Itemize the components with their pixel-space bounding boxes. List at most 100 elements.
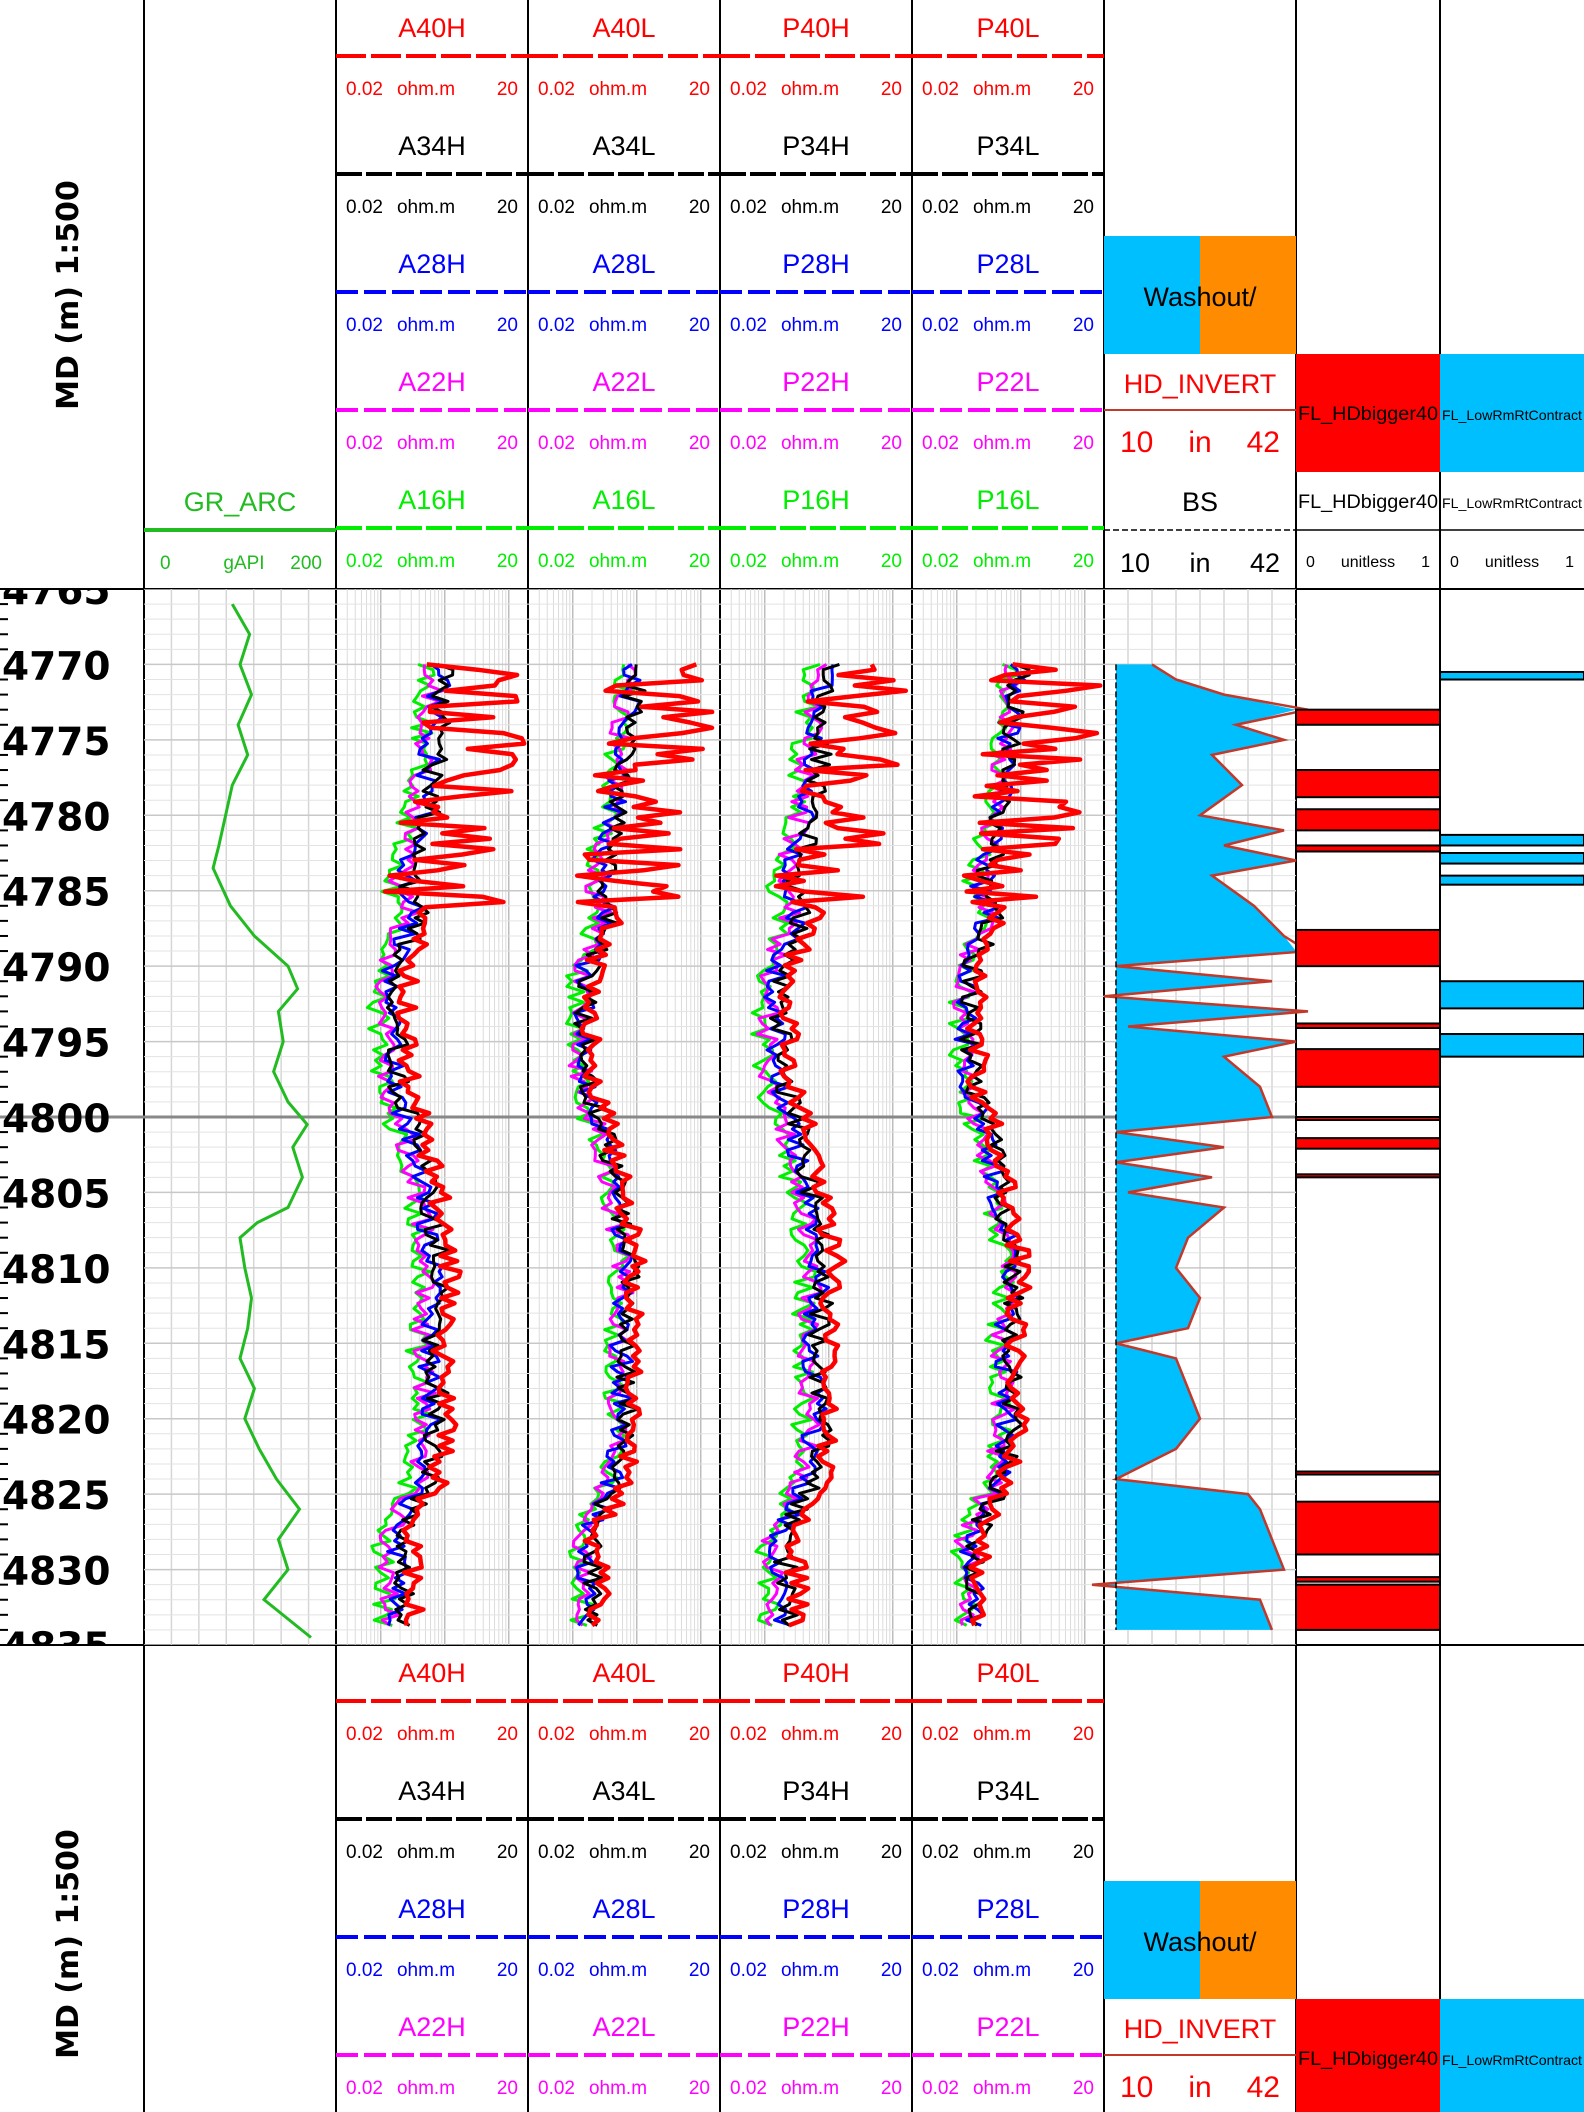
scale-unit: ohm.m (973, 433, 1031, 454)
curve-name-p22h: P22H (782, 367, 850, 397)
curve-a34l (573, 664, 647, 1627)
scale-max: 20 (689, 1960, 710, 1981)
washout-legend-blue (1104, 1881, 1200, 1999)
scale-max: 20 (497, 433, 518, 454)
scale-max: 20 (1073, 1724, 1094, 1745)
washout-legend-blue (1104, 236, 1200, 354)
scale-min: 0.02 (730, 315, 767, 336)
flag-name: FL_LowRmRtContract (1442, 495, 1582, 511)
scale-unit: ohm.m (589, 433, 647, 454)
curve-name-bs: BS (1182, 487, 1218, 517)
flag-hdbigger40 (1295, 708, 1441, 726)
gr-arc-curve (211, 603, 312, 1639)
curve-a40l (574, 662, 715, 1628)
scale-max: 20 (497, 1724, 518, 1745)
curve-name-p28l: P28L (976, 249, 1039, 279)
scale-max: 200 (290, 553, 322, 574)
flag-lowrmrtcontract (1439, 1033, 1584, 1058)
scale-unit: ohm.m (589, 1724, 647, 1745)
flag-hdbigger40 (1295, 769, 1441, 799)
curve-name-p28l: P28L (976, 1894, 1039, 1924)
flag-lowrmrtcontract (1439, 980, 1584, 1010)
scale-unit: ohm.m (589, 197, 647, 218)
scale-unit: ohm.m (973, 2078, 1031, 2099)
scale-min: 0.02 (730, 551, 767, 572)
scale-min: 0.02 (346, 79, 383, 100)
depth-axis: MD (m) 1:500 MD (m) 1:500 4765 4770 4775 4780… (0, 180, 111, 2059)
curve-a40h (382, 662, 527, 1626)
scale-unit: ohm.m (589, 1842, 647, 1863)
scale-min: 0.02 (922, 315, 959, 336)
curve-name-p40l: P40L (976, 13, 1039, 43)
scale-min: 0.02 (922, 1724, 959, 1745)
scale-max: 20 (881, 2078, 902, 2099)
scale-unit: unitless (1341, 554, 1395, 571)
washout-legend-orange (1200, 1881, 1296, 1999)
scale-max: 20 (689, 2078, 710, 2099)
scale-unit: ohm.m (589, 2078, 647, 2099)
scale-max: 20 (1073, 315, 1094, 336)
scale-min: 0.02 (922, 551, 959, 572)
flag-name: FL_HDbigger40 (1298, 2049, 1438, 2070)
curve-name-p22h: P22H (782, 2012, 850, 2042)
scale-unit: in (1188, 426, 1211, 459)
curve-name-hd-invert: HD_INVERT (1124, 369, 1277, 399)
curve-name-a40h: A40H (398, 1658, 466, 1688)
depth-tick-label: 4780 (2, 795, 111, 840)
scale-max: 20 (1073, 1960, 1094, 1981)
curve-name-p34h: P34H (782, 131, 850, 161)
curve-name-a34h: A34H (398, 131, 466, 161)
curve-name-p34h: P34H (782, 1776, 850, 1806)
scale-unit: ohm.m (589, 551, 647, 572)
flag-hdbigger40 (1295, 1500, 1441, 1556)
flag-name: FL_LowRmRtContract (1442, 2052, 1582, 2068)
scale-unit: ohm.m (781, 79, 839, 100)
scale-unit: in (1189, 548, 1210, 578)
curve-name-a40l: A40L (592, 13, 655, 43)
flag-hdbigger40 (1295, 1116, 1441, 1122)
flag-legend-swatch (1296, 1999, 1440, 2112)
curve-name-a28l: A28L (592, 1894, 655, 1924)
curve-name-p28h: P28H (782, 1894, 850, 1924)
scale-min: 0.02 (538, 79, 575, 100)
curve-p40l (961, 662, 1103, 1627)
washout-legend-orange (1200, 236, 1296, 354)
scale-min: 0.02 (538, 1724, 575, 1745)
scale-max: 1 (1565, 554, 1574, 571)
curve-name-p22l: P22L (976, 2012, 1039, 2042)
curve-name-a16h: A16H (398, 485, 466, 515)
curve-a16l (565, 664, 636, 1627)
curve-name-p34l: P34L (976, 1776, 1039, 1806)
curve-name-a22l: A22L (592, 367, 655, 397)
flag-name: FL_HDbigger40 (1298, 404, 1438, 425)
scale-unit: unitless (1485, 554, 1539, 571)
scale-min: 0.02 (346, 433, 383, 454)
scale-min: 0.02 (346, 551, 383, 572)
scale-unit: ohm.m (397, 1724, 455, 1745)
scale-min: 0.02 (922, 2078, 959, 2099)
scale-min: 0 (160, 553, 171, 574)
scale-unit: ohm.m (781, 1724, 839, 1745)
curve-name-a22h: A22H (398, 2012, 466, 2042)
curve-name-p16h: P16H (782, 485, 850, 515)
scale-min: 0.02 (538, 433, 575, 454)
flag-hdbigger40 (1295, 844, 1441, 853)
flag-hdbigger40 (1295, 1022, 1441, 1029)
curve-name-a34l: A34L (592, 131, 655, 161)
scale-max: 20 (497, 1960, 518, 1981)
scale-max: 20 (1073, 2078, 1094, 2099)
scale-unit: ohm.m (589, 1960, 647, 1981)
scale-max: 20 (1073, 197, 1094, 218)
scale-unit: ohm.m (397, 551, 455, 572)
scale-min: 0.02 (730, 1960, 767, 1981)
flag-hdbigger40 (1295, 1470, 1441, 1476)
curve-a28l (572, 663, 642, 1627)
curve-p40h (773, 663, 909, 1628)
scale-unit: ohm.m (397, 433, 455, 454)
scale-max: 42 (1247, 2071, 1280, 2104)
flag-hdbigger40 (1295, 1137, 1441, 1150)
flag-hdbigger40 (1295, 1173, 1441, 1179)
scale-max: 20 (497, 315, 518, 336)
curve-name-a40h: A40H (398, 13, 466, 43)
